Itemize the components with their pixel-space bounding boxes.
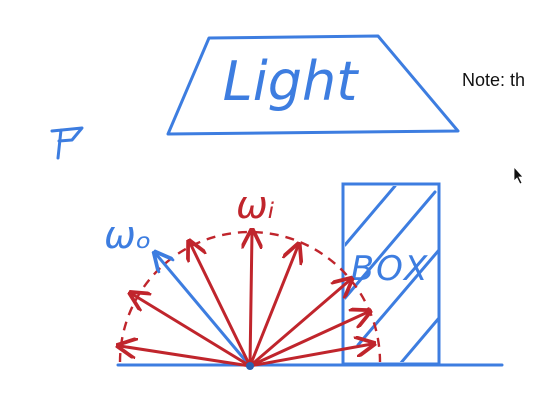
- box-label: BOX: [351, 249, 429, 289]
- omega-i-arrows: [120, 232, 372, 368]
- mouse-pointer-icon: [513, 165, 524, 185]
- omega-o-label: ωₒ: [104, 213, 152, 257]
- note-text: Note: th: [462, 70, 526, 90]
- light-source-shape: [166, 34, 460, 136]
- light-label: Light: [223, 50, 360, 113]
- omega-o-arrow: [156, 254, 252, 367]
- point-p-mark: [50, 126, 84, 160]
- box-occluder: [341, 182, 441, 366]
- shading-point: [246, 362, 254, 370]
- omega-i-label: ωᵢ: [236, 183, 275, 227]
